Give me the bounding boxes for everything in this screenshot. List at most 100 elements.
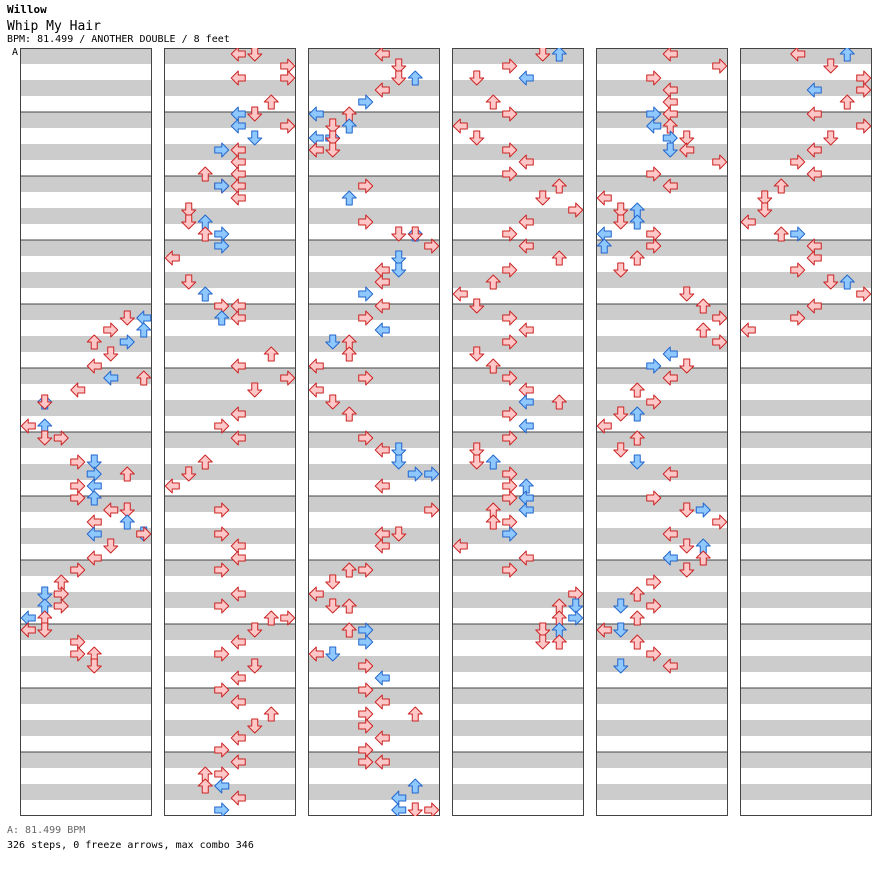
beat-band: [596, 288, 728, 304]
arrow-icon: [103, 346, 119, 362]
beat-band: [596, 352, 728, 368]
beat-band: [164, 800, 296, 816]
arrow-icon: [424, 802, 440, 816]
beat-band: [20, 112, 152, 128]
beat-band: [596, 96, 728, 112]
arrow-icon: [391, 802, 407, 816]
arrow-icon: [181, 274, 197, 290]
arrow-icon: [341, 598, 357, 614]
beat-band: [164, 112, 296, 128]
beat-band: [596, 224, 728, 240]
arrow-icon: [86, 334, 102, 350]
arrow-icon: [662, 370, 678, 386]
arrow-icon: [358, 754, 374, 770]
arrow-icon: [551, 250, 567, 266]
beat-band: [740, 240, 872, 256]
beat-band: [740, 384, 872, 400]
arrow-icon: [53, 598, 69, 614]
beat-band: [164, 672, 296, 688]
arrow-icon: [230, 358, 246, 374]
beat-band: [452, 384, 584, 400]
arrow-icon: [164, 250, 180, 266]
beat-band: [452, 704, 584, 720]
arrow-icon: [662, 658, 678, 674]
beat-band: [308, 384, 440, 400]
beat-band: [452, 352, 584, 368]
beat-band: [452, 128, 584, 144]
chart-meta: BPM: 81.499 / ANOTHER DOUBLE / 8 feet: [7, 34, 230, 45]
beat-band: [452, 208, 584, 224]
beat-band: [308, 608, 440, 624]
arrow-icon: [181, 202, 197, 218]
beat-band: [164, 576, 296, 592]
beat-band: [20, 144, 152, 160]
arrow-icon: [214, 142, 230, 158]
beat-band: [164, 592, 296, 608]
beat-band: [20, 544, 152, 560]
arrow-icon: [214, 418, 230, 434]
beat-band: [740, 96, 872, 112]
arrow-icon: [358, 94, 374, 110]
arrow-icon: [535, 48, 551, 62]
arrow-icon: [790, 262, 806, 278]
beat-band: [596, 240, 728, 256]
arrow-icon: [230, 430, 246, 446]
arrow-icon: [70, 382, 86, 398]
arrow-icon: [136, 322, 152, 338]
beat-band: [164, 496, 296, 512]
arrow-icon: [613, 598, 629, 614]
arrow-icon: [103, 538, 119, 554]
beat-band: [740, 576, 872, 592]
arrow-icon: [757, 202, 773, 218]
beat-band: [452, 368, 584, 384]
beat-band: [740, 544, 872, 560]
arrow-icon: [518, 154, 534, 170]
arrow-icon: [230, 118, 246, 134]
arrow-icon: [103, 502, 119, 518]
beat-band: [308, 528, 440, 544]
arrow-icon: [374, 274, 390, 290]
beat-band: [20, 608, 152, 624]
arrow-icon: [407, 70, 423, 86]
beat-band: [596, 64, 728, 80]
beat-band: [596, 512, 728, 528]
column-border: [164, 48, 296, 816]
beat-band: [164, 608, 296, 624]
song-title: Whip My Hair: [7, 19, 101, 34]
beat-band: [20, 368, 152, 384]
arrow-icon: [230, 670, 246, 686]
beat-band: [452, 400, 584, 416]
arrow-icon: [613, 442, 629, 458]
arrow-icon: [679, 562, 695, 578]
arrow-icon: [308, 382, 324, 398]
beat-band: [740, 736, 872, 752]
arrow-icon: [407, 466, 423, 482]
beat-band: [740, 416, 872, 432]
arrow-icon: [646, 574, 662, 590]
arrow-icon: [518, 418, 534, 434]
beat-band: [308, 176, 440, 192]
arrow-icon: [469, 442, 485, 458]
arrow-icon: [469, 130, 485, 146]
beat-band: [164, 688, 296, 704]
arrow-icon: [136, 526, 152, 542]
arrow-icon: [103, 322, 119, 338]
beat-band: [308, 544, 440, 560]
beat-band: [596, 768, 728, 784]
beat-band: [740, 192, 872, 208]
arrow-icon: [679, 538, 695, 554]
beat-band: [596, 672, 728, 688]
beat-band: [308, 64, 440, 80]
beat-band: [164, 48, 296, 64]
arrow-icon: [374, 82, 390, 98]
arrow-icon: [806, 250, 822, 266]
beat-band: [20, 656, 152, 672]
beat-band: [452, 288, 584, 304]
arrow-icon: [806, 106, 822, 122]
arrow-icon: [230, 754, 246, 770]
beat-band: [308, 240, 440, 256]
arrow-icon: [568, 598, 584, 614]
bpm-marker: A: [12, 47, 19, 58]
arrow-icon: [391, 226, 407, 242]
arrow-icon: [407, 706, 423, 722]
